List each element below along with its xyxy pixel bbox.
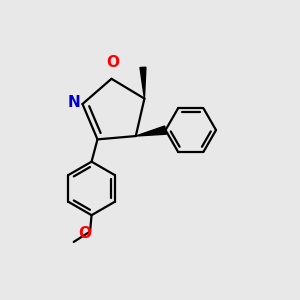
Text: N: N	[68, 95, 80, 110]
Text: O: O	[106, 56, 119, 70]
Text: O: O	[78, 226, 91, 241]
Polygon shape	[140, 67, 146, 99]
Polygon shape	[136, 126, 166, 136]
